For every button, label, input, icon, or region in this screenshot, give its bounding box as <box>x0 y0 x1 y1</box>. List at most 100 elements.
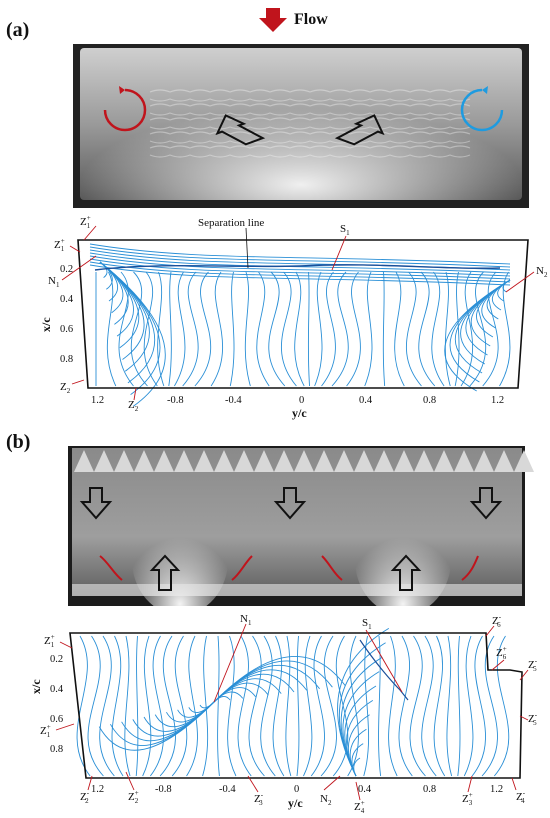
streamline <box>159 635 176 777</box>
panel-a-ylabel: x/c <box>39 317 53 332</box>
panel-b-xtick-0: 1.2 <box>91 784 104 795</box>
annotation-sup: + <box>47 723 51 731</box>
separation-line-label: Separation line <box>198 217 264 229</box>
panel-b-annotation-z1-side: Z+ 1 <box>40 723 51 739</box>
annotation-base: S <box>362 617 368 629</box>
panel-b-annotation-z6: Z-6 <box>492 613 502 629</box>
streamline <box>99 261 156 384</box>
streamline <box>444 271 451 387</box>
streamline <box>89 243 511 265</box>
serration-tooth <box>234 450 254 472</box>
annotation-base: Z <box>60 381 67 393</box>
annotation-base: Z <box>254 793 261 805</box>
streamline <box>310 635 325 777</box>
panel-b-annotations: Z+ 1N1 S1 Z-6Z+ 6Z-5Z-5Z+ 1Z-2 Z+ 2 Z-3 N2 Z+ 4Z+ 3 Z… <box>40 613 538 815</box>
down-arrow-left-icon <box>79 487 113 520</box>
streamline <box>340 656 383 777</box>
streamline <box>314 271 323 387</box>
serration-tooth <box>514 450 534 472</box>
annotation-sup: + <box>469 791 473 799</box>
panel-b-y-axis: 0.2 0.4 0.6 0.8 x/c <box>29 654 64 755</box>
down-arrow-center-icon <box>273 487 307 520</box>
annotation-base: Z <box>528 713 535 725</box>
streamline <box>99 635 115 777</box>
streamline <box>493 635 510 777</box>
panel-b-plot: Z+ 1N1 S1 Z-6Z+ 6Z-5Z-5Z+ 1Z-2 Z+ 2 Z-3 N2 Z+ 4Z+ 3 Z… <box>29 613 538 815</box>
annotation-sub: 3 <box>259 799 263 807</box>
streamline <box>229 271 235 387</box>
fringe-line <box>149 98 471 102</box>
serration-tooth <box>334 450 354 472</box>
panel-a-ytick-2: 0.6 <box>60 324 73 335</box>
upward-outline-arrow-right-icon <box>334 114 385 146</box>
streamline <box>405 271 422 387</box>
annotation-sup: - <box>261 791 264 799</box>
streamline <box>213 682 269 703</box>
streamline <box>482 271 499 387</box>
annotation-base: Z <box>44 635 51 647</box>
panel-b-annotation-n2: N2 <box>320 793 332 807</box>
streamline <box>199 701 215 709</box>
serration-tooth <box>394 450 414 472</box>
streamline <box>213 664 320 703</box>
annotation-sub: 6 <box>497 621 501 629</box>
streamline <box>486 279 511 320</box>
streamline <box>363 635 370 777</box>
annotation-sub: 2 <box>328 799 332 807</box>
panel-b-annotation-n1: N1 <box>240 613 252 627</box>
panel-b-ytick-3: 0.8 <box>50 744 63 755</box>
serration-tooth <box>474 450 494 472</box>
streamline <box>99 261 134 337</box>
streamline <box>394 271 405 387</box>
streamline <box>237 635 252 777</box>
serration-tooth <box>414 450 434 472</box>
panel-b-annotation-z2-plus: Z+ 2 <box>128 789 139 805</box>
streamline <box>294 271 305 387</box>
fringe-line <box>149 131 471 135</box>
red-curved-arrows <box>99 555 479 581</box>
panel-b-ytick-0: 0.2 <box>50 654 63 665</box>
streamline <box>130 271 148 387</box>
panel-a-streamlines <box>89 243 511 407</box>
streamline <box>149 635 164 777</box>
panel-a-x-axis: 1.2 -0.8 -0.4 0 0.4 0.8 1.2 y/c <box>91 395 504 420</box>
panel-a-ytick-3: 0.8 <box>60 354 73 365</box>
streamline <box>186 635 198 777</box>
panel-b-xtick-5: 0.8 <box>423 784 436 795</box>
streamline <box>260 635 276 777</box>
streamline <box>89 246 511 268</box>
annotation-sup: + <box>503 645 507 653</box>
streamline <box>499 271 511 387</box>
panel-a-annotation-lines <box>61 225 535 401</box>
panel-b-annotation-z3-minus: Z-3 <box>254 791 264 807</box>
panel-b-streamlines <box>76 628 510 777</box>
streamline <box>89 258 511 280</box>
serration-tooth <box>114 450 134 472</box>
streamline <box>89 261 511 283</box>
annotation-base: Z <box>80 791 87 803</box>
annotation-sub: 1 <box>368 623 372 631</box>
fringe-line <box>149 112 471 116</box>
streamline <box>307 271 310 387</box>
annotation-sup: - <box>499 613 502 621</box>
streamline <box>143 271 158 387</box>
streamline <box>469 271 487 387</box>
panel-b-ytick-2: 0.6 <box>50 714 63 725</box>
annotation-sup: + <box>87 214 91 222</box>
annotation-base: Z <box>462 793 469 805</box>
annotation-sub: 1 <box>56 281 60 289</box>
serration-tooth <box>174 450 194 472</box>
annotation-base: Z <box>54 239 61 251</box>
upward-outline-arrow-left-icon <box>215 114 266 146</box>
annotation-sub: 1 <box>47 731 51 739</box>
streamline <box>433 635 446 777</box>
streamline <box>89 255 511 277</box>
serration-tooth <box>294 450 314 472</box>
panel-a-ytick-0: 0.2 <box>60 264 73 275</box>
panel-a-fringes <box>149 89 471 158</box>
serration-tooth <box>134 450 154 472</box>
annotation-base: Z <box>354 801 361 813</box>
fringe-line <box>149 140 471 144</box>
panel-a-xtick-2: -0.4 <box>225 395 242 406</box>
panel-a-annotation-z2-bottom: Z2 <box>60 381 71 395</box>
